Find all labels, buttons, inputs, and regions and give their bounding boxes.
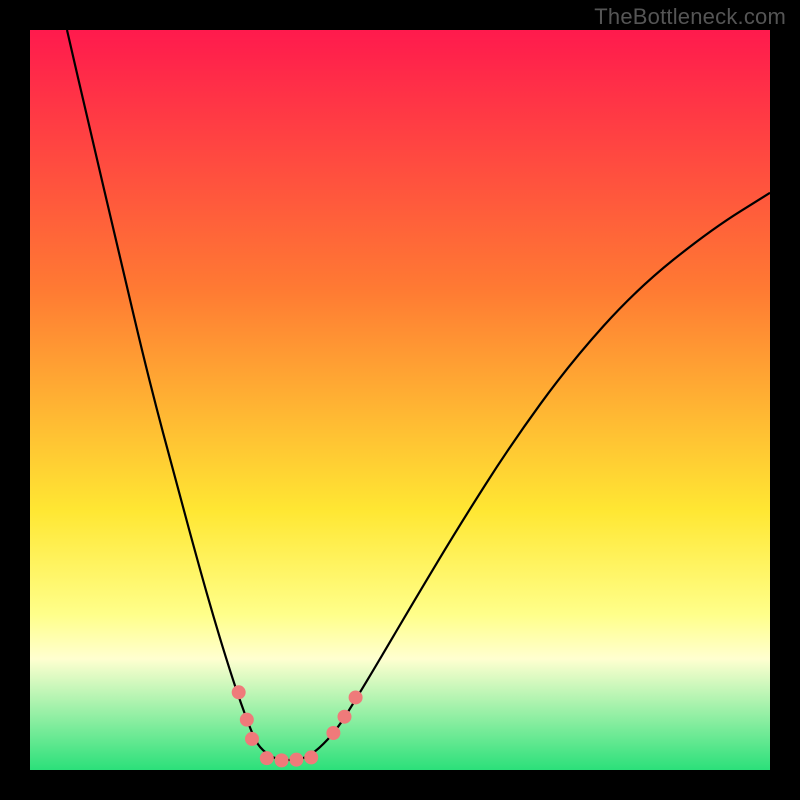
curve-marker <box>290 753 303 766</box>
curve-layer <box>0 0 800 800</box>
marker-group <box>232 686 362 767</box>
curve-marker <box>327 727 340 740</box>
curve-marker <box>246 732 259 745</box>
curve-marker <box>338 710 351 723</box>
curve-marker <box>349 691 362 704</box>
curve-marker <box>232 686 245 699</box>
chart-frame: TheBottleneck.com <box>0 0 800 800</box>
curve-marker <box>305 751 318 764</box>
bottleneck-curve <box>67 30 770 760</box>
curve-marker <box>275 754 288 767</box>
curve-marker <box>260 752 273 765</box>
watermark-text: TheBottleneck.com <box>594 4 786 30</box>
curve-marker <box>240 713 253 726</box>
